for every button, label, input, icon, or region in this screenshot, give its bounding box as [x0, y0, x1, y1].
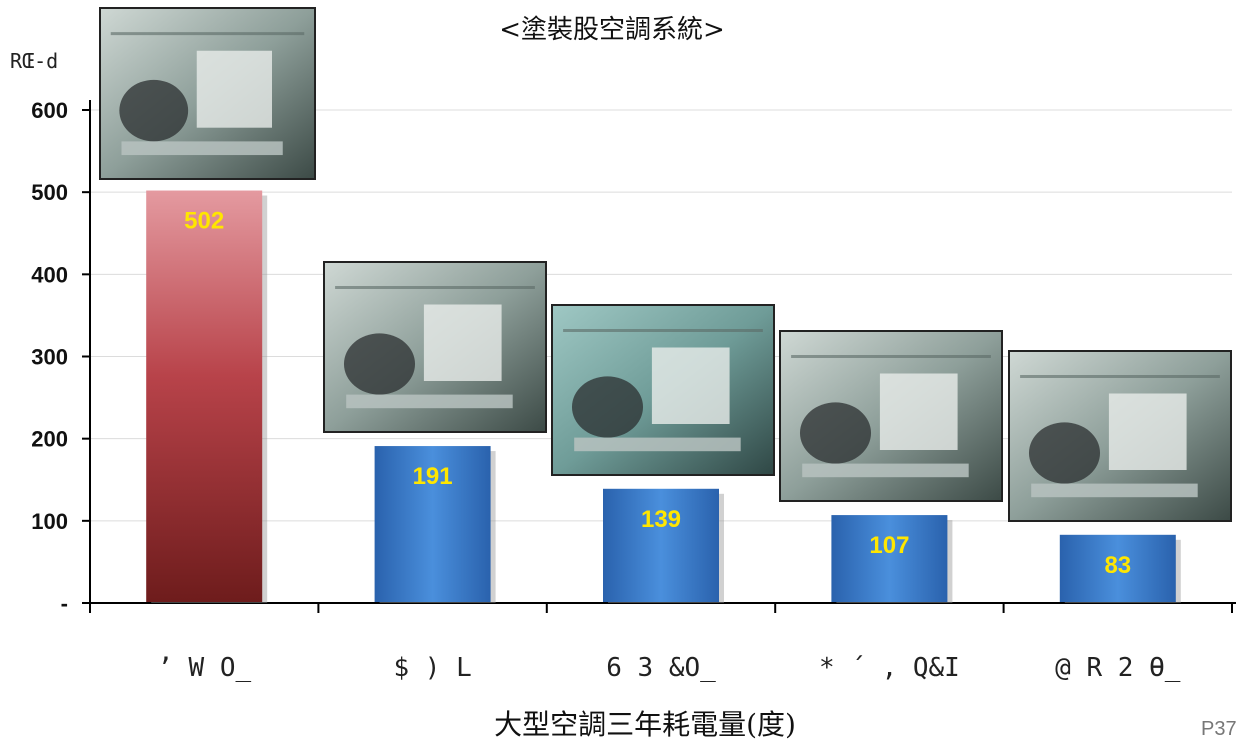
x-tick-label: $ ) L	[393, 653, 471, 683]
bar-value-label: 83	[1104, 552, 1131, 579]
y-tick-label: 500	[31, 180, 68, 205]
bar	[831, 515, 948, 602]
x-tick-label: 6 3 &O_	[606, 653, 716, 683]
x-axis-title: 大型空調三年耗電量(度)	[494, 708, 796, 741]
chiller-photo	[323, 261, 547, 433]
chiller-photo	[1008, 350, 1232, 522]
y-tick-label: 100	[31, 509, 68, 534]
y-tick-labels: - 100 200 300 400 500 600	[31, 98, 90, 616]
value-labels: 502 191 139 107 83	[184, 208, 1131, 579]
equipment-photos	[99, 7, 1232, 522]
bar-value-label: 107	[869, 532, 909, 559]
x-tick-labels: ’ W O_ $ ) L 6 3 &O_ * ´ , Q&I @ R 2 Ɵ_	[157, 653, 1181, 683]
bar	[1059, 534, 1176, 602]
y-tick-label: 600	[31, 98, 68, 123]
bar	[374, 446, 491, 602]
y-tick-label: 300	[31, 345, 68, 370]
page-number: P37	[1201, 718, 1237, 740]
y-axis-unit: RŒ-d	[10, 49, 58, 73]
y-tick-label: 400	[31, 262, 68, 287]
bars	[146, 190, 1181, 604]
bar	[146, 190, 263, 603]
chiller-photo	[99, 7, 316, 180]
x-tick-label: * ´ , Q&I	[819, 653, 960, 683]
axes	[89, 100, 1236, 613]
bar-value-label: 191	[413, 463, 453, 490]
bar-value-label: 502	[184, 208, 224, 235]
chart-title: <塗裝股空調系統>	[499, 15, 725, 45]
x-tick-label: @ R 2 Ɵ_	[1055, 653, 1181, 683]
chiller-photo	[779, 330, 1003, 502]
bar-value-label: 139	[641, 506, 681, 533]
x-tick-label: ’ W O_	[157, 653, 251, 683]
y-tick-label: 200	[31, 427, 68, 452]
chiller-photo	[551, 304, 775, 476]
y-tick-label: -	[61, 591, 68, 616]
bar	[603, 488, 719, 602]
